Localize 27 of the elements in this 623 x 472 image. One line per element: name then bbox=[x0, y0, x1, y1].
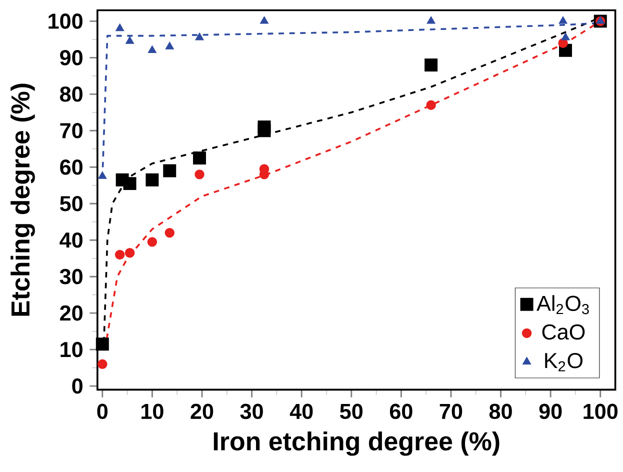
x-tick-label: 80 bbox=[489, 404, 512, 420]
x-tick-label: 60 bbox=[390, 404, 412, 420]
x-tick-label: 10 bbox=[142, 404, 164, 420]
x-axis-title: Iron etching degree (%) bbox=[214, 432, 500, 456]
y-tick-label: 70 bbox=[60, 123, 82, 138]
x-tick-label: 90 bbox=[539, 404, 562, 420]
legend-label: CaO bbox=[542, 324, 585, 340]
y-tick-label: 80 bbox=[60, 86, 82, 102]
x-tick-label: 30 bbox=[240, 404, 263, 420]
y-tick-label: 50 bbox=[60, 196, 82, 212]
x-tick-label: 70 bbox=[440, 404, 462, 420]
y-tick-label: 60 bbox=[60, 160, 82, 175]
y-tick-label: 90 bbox=[60, 50, 82, 66]
x-tick-label: 20 bbox=[190, 404, 214, 420]
y-tick-label: 20 bbox=[60, 306, 82, 321]
y-axis-title: Etching degree (%) bbox=[10, 84, 35, 316]
x-tick-label: 100 bbox=[584, 404, 618, 420]
x-tick-label: 50 bbox=[340, 404, 363, 420]
x-tick-label: 0 bbox=[97, 404, 108, 420]
legend-label: Al$_{2}$O$_{3}$ bbox=[536, 295, 589, 314]
y-tick-label: 30 bbox=[60, 269, 82, 284]
x-tick-label: 40 bbox=[290, 404, 313, 420]
y-tick-label: 10 bbox=[60, 342, 82, 358]
y-tick-label: 0 bbox=[72, 378, 82, 394]
legend-label: K$_{2}$O bbox=[545, 353, 582, 372]
y-tick-label: 40 bbox=[60, 232, 82, 248]
y-tick-label: 100 bbox=[48, 14, 82, 29]
